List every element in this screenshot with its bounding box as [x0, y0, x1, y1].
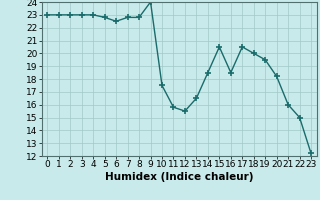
- X-axis label: Humidex (Indice chaleur): Humidex (Indice chaleur): [105, 172, 253, 182]
